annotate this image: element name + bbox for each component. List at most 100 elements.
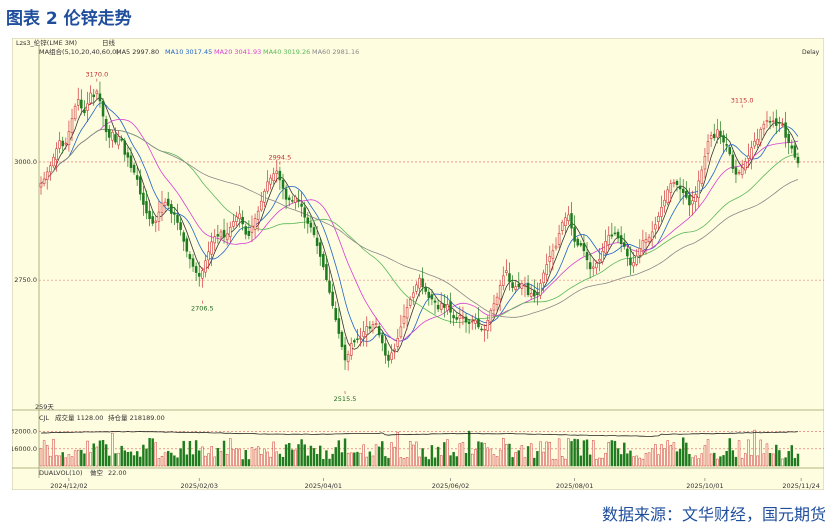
candle-body [238,213,241,219]
candle-body [201,270,204,279]
candle-body [356,338,359,340]
candle-body [328,280,331,293]
volume-bar [42,440,46,467]
volume-bar [238,448,241,467]
candle-body [247,230,251,236]
candle-body [191,258,195,267]
candle-body [318,242,322,257]
volume-bar [467,430,471,467]
volume-bar [626,453,629,467]
volume-bar [176,457,179,467]
candle-body [58,140,61,149]
candle-body [418,277,421,289]
volume-bar [619,454,623,467]
volume-bar [520,445,524,467]
volume-bar [229,438,232,467]
dualvol-label: DUALVOL(10) [39,469,83,477]
volume-bar [595,459,598,467]
candle-body [495,296,499,305]
candle-body [151,216,154,224]
x-axis-label: 2025/10/01 [686,482,723,490]
candle-body [570,213,573,229]
candle-body [49,165,52,173]
candle-body [588,262,592,270]
ma-group-label: MA组合(5,10,20,40,60,0) [39,47,119,56]
volume-bar [495,456,499,467]
candle-body [443,304,446,308]
candle-body [64,142,68,145]
candle-body [331,291,334,306]
candle-body [300,203,303,207]
candle-body [120,138,123,141]
candle-body [626,248,629,257]
candle-body [322,253,325,268]
volume-bar [564,458,567,467]
candle-body [188,254,192,260]
candle-body [486,319,490,331]
candle-body [793,145,797,158]
volume-bar [319,445,322,467]
candle-body [396,337,400,347]
candle-body [582,243,586,252]
volume-bar [539,441,542,467]
volume-bar [275,451,278,467]
volume-bar [225,453,229,467]
candle-body [523,285,527,287]
candle-body [470,320,474,323]
volume-bar [613,440,617,467]
volume-bar [322,459,325,467]
candle-body [591,266,595,269]
candle-body [216,234,220,237]
volume-bar [452,451,455,467]
candle-body [663,199,666,207]
volume-bar [111,432,114,467]
volume-bar [173,455,176,467]
volume-bar [55,455,58,467]
candle-body [564,217,567,226]
candle-body [405,307,409,319]
volume-bar [424,456,427,467]
candle-body [359,337,362,340]
volume-bar [306,455,310,467]
candle-body [446,304,449,311]
volume-bar [194,440,198,467]
candle-body [73,105,77,120]
volume-bar [241,459,244,467]
candle-body [309,222,313,228]
candle-body [52,156,55,167]
volume-bar [753,429,756,467]
candle-body [291,200,294,202]
price-tick-label: 3000.0 [14,158,37,166]
candle-body [210,241,213,255]
candle-body [272,173,275,181]
volume-bar [123,450,126,467]
candle-body [768,121,772,123]
candle-body [601,250,604,262]
candle-body [542,272,545,284]
volume-bar [722,455,725,467]
dualvol-header: DUALVOL(10) 做空 22.00 [39,468,127,477]
candle-body [598,259,601,262]
candle-body [104,118,108,133]
candle-body [412,292,415,298]
candle-body [765,120,769,122]
annotation-label: 2515.5 [334,395,357,403]
volume-bar [601,457,604,467]
candle-body [232,221,235,227]
volume-header-vol: 成交量 1128.00 [55,413,103,422]
ma-legend-ma5: MA5 2997.80 [116,48,159,56]
candle-body [266,181,269,192]
candle-body [135,175,139,180]
candle-body [89,92,92,104]
candle-body [80,99,83,109]
candle-body [641,240,645,251]
dualvol-value: 22.00 [108,469,127,477]
candle-body [126,152,130,158]
volume-bar [263,448,266,467]
price-tick-label: 2750.0 [14,276,37,284]
candle-body [132,164,136,173]
volume-bar [39,448,43,467]
candle-body [384,343,387,356]
candle-body [61,140,64,147]
candle-body [514,286,517,290]
